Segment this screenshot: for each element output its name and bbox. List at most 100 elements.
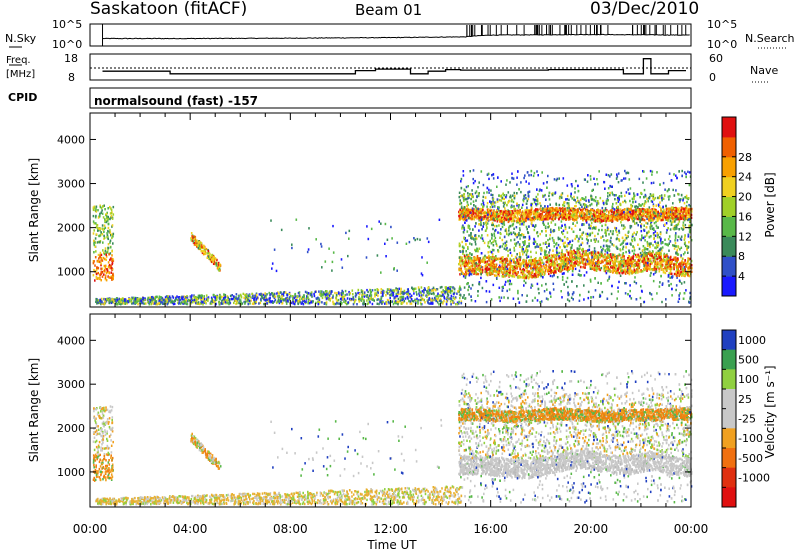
echo-cell xyxy=(399,292,402,296)
echo-cell xyxy=(269,293,271,297)
echo-cell xyxy=(384,302,386,305)
echo-cell xyxy=(421,298,423,301)
echo-cell xyxy=(104,264,107,267)
echo-cell xyxy=(110,215,113,218)
echo-cell xyxy=(106,219,109,222)
echo-cell xyxy=(440,294,442,298)
echo-cell xyxy=(106,232,108,235)
echo-cell xyxy=(258,293,261,296)
echo-cell xyxy=(363,298,365,302)
echo-cell xyxy=(426,237,429,240)
echo-cell xyxy=(317,300,319,303)
echo-cell xyxy=(369,301,371,304)
echo-cell xyxy=(260,292,262,296)
echo-cell xyxy=(623,177,625,180)
echo-cell xyxy=(111,259,113,263)
echo-cell xyxy=(549,203,551,206)
echo-cell xyxy=(211,253,214,257)
echo-cell xyxy=(367,295,369,299)
echo-cell xyxy=(103,257,106,261)
echo-cell xyxy=(200,249,203,253)
echo-cell xyxy=(195,301,197,305)
echo-cell xyxy=(553,178,556,181)
echo-cell xyxy=(341,302,343,305)
echo-cell xyxy=(293,296,296,300)
echo-cell xyxy=(118,297,120,301)
echo-cell xyxy=(538,292,540,295)
echo-cell xyxy=(159,298,161,302)
echo-cell xyxy=(156,303,158,306)
echo-cell xyxy=(185,302,187,305)
echo-cell xyxy=(154,296,156,299)
echo-cell xyxy=(675,245,678,248)
echo-cell xyxy=(94,245,97,248)
echo-cell xyxy=(105,251,107,254)
echo-cell xyxy=(328,297,330,300)
echo-cell xyxy=(221,299,223,303)
echo-cell xyxy=(459,296,461,300)
echo-cell xyxy=(105,220,108,224)
echo-cell xyxy=(293,300,295,304)
echo-cell xyxy=(231,294,233,297)
echo-cell xyxy=(370,296,372,299)
echo-cell xyxy=(346,297,349,300)
echo-cell xyxy=(174,299,176,302)
echo-cell xyxy=(216,267,219,270)
echo-cell xyxy=(104,277,107,281)
echo-cell xyxy=(324,301,327,305)
echo-cell xyxy=(395,287,397,290)
echo-cell xyxy=(416,293,418,296)
echo-cell xyxy=(97,299,100,302)
echo-cell xyxy=(236,299,239,302)
echo-cell xyxy=(184,296,187,299)
echo-cell xyxy=(344,289,347,293)
echo-cell xyxy=(302,294,305,298)
echo-cell xyxy=(422,293,425,297)
echo-cell xyxy=(149,296,151,299)
echo-cell xyxy=(560,290,562,293)
echo-cell xyxy=(374,288,376,292)
echo-cell xyxy=(109,258,111,262)
echo-cell xyxy=(366,299,368,302)
echo-cell xyxy=(400,295,403,299)
echo-cell xyxy=(168,297,171,300)
echo-cell xyxy=(363,295,366,298)
echo-cell xyxy=(93,251,95,254)
echo-cell xyxy=(406,291,408,294)
echo-cell xyxy=(131,302,133,305)
echo-cell xyxy=(566,194,569,198)
freq-label-1: Freq. xyxy=(6,55,31,66)
echo-cell xyxy=(193,243,196,246)
echo-cell xyxy=(240,300,242,304)
echo-cell xyxy=(284,291,287,294)
echo-cell xyxy=(392,291,395,295)
echo-cell xyxy=(423,287,426,290)
echo-cell xyxy=(95,205,98,208)
echo-cell xyxy=(178,296,181,299)
echo-cell xyxy=(292,299,294,302)
echo-cell xyxy=(95,276,98,279)
echo-cell xyxy=(424,288,426,291)
echo-cell xyxy=(229,301,232,305)
echo-cell xyxy=(361,292,364,296)
echo-cell xyxy=(165,298,168,301)
echo-cell xyxy=(105,253,107,256)
cpid-program: normalsound (fast) -157 xyxy=(94,94,258,108)
echo-cell xyxy=(300,302,303,305)
echo-cell xyxy=(249,302,251,305)
echo-cell xyxy=(238,301,240,305)
echo-cell xyxy=(192,299,195,302)
echo-cell xyxy=(504,261,507,264)
echo-cell xyxy=(92,262,95,265)
echo-cell xyxy=(459,294,462,297)
echo-cell xyxy=(331,269,333,272)
echo-cell xyxy=(298,294,301,297)
echo-cell xyxy=(125,299,128,303)
echo-cell xyxy=(651,297,654,301)
echo-cell xyxy=(183,298,185,301)
echo-cell xyxy=(585,271,588,274)
echo-cell xyxy=(330,290,333,293)
echo-cell xyxy=(199,245,202,248)
echo-cell xyxy=(525,197,527,200)
echo-cell xyxy=(111,254,113,257)
